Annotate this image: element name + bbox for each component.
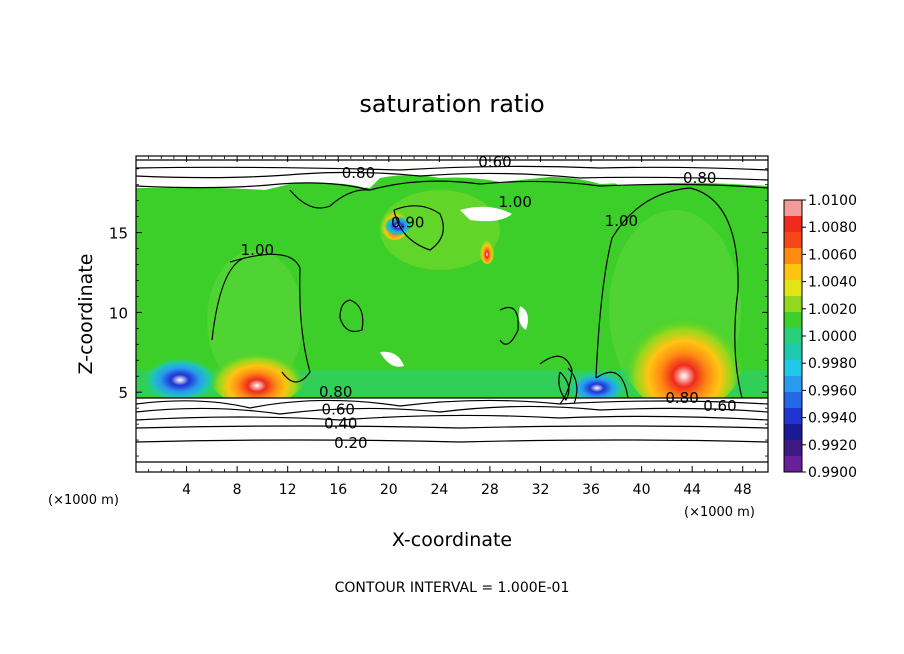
colorbar-label: 1.0080 bbox=[808, 220, 857, 236]
colorbar-label: 0.9980 bbox=[808, 356, 857, 372]
contour-label: 0.80 bbox=[665, 389, 698, 407]
y-axis-ticks: 5 10 15 bbox=[109, 168, 768, 457]
x-tick-label: 36 bbox=[582, 482, 600, 498]
contour-label: 0.80 bbox=[683, 169, 716, 187]
colorbar-swatch bbox=[784, 232, 802, 249]
colorbar-swatch bbox=[784, 328, 802, 345]
colorbar-label: 1.0060 bbox=[808, 247, 857, 263]
colorbar-label: 1.0020 bbox=[808, 302, 857, 318]
contour-label: 1.00 bbox=[605, 212, 638, 230]
x-axis-ticks: 4 8 12 16 20 24 28 32 36 40 44 48 bbox=[148, 156, 756, 498]
colorbar-swatch bbox=[784, 424, 802, 441]
colorbar-label: 1.0040 bbox=[808, 275, 857, 291]
y-axis-label: Z-coordinate bbox=[75, 254, 97, 375]
colorbar-swatch bbox=[784, 264, 802, 281]
contour-label: 1.00 bbox=[498, 193, 531, 211]
x-tick-label: 44 bbox=[683, 482, 701, 498]
contour-lines bbox=[136, 159, 768, 463]
y-tick-label: 15 bbox=[109, 225, 128, 243]
x-unit-left: (×1000 m) bbox=[48, 493, 119, 508]
colorbar-swatch bbox=[784, 376, 802, 393]
colorbar-swatch bbox=[784, 200, 802, 217]
contour-label: 0.80 bbox=[319, 383, 352, 401]
contour-label: 0.60 bbox=[478, 153, 511, 171]
colorbar-swatch bbox=[784, 456, 802, 473]
contour-label: 0.90 bbox=[391, 214, 424, 232]
x-tick-label: 32 bbox=[532, 482, 550, 498]
colorbar-swatch bbox=[784, 408, 802, 425]
x-axis-label: X-coordinate bbox=[392, 529, 512, 551]
colorbar-swatch bbox=[784, 392, 802, 409]
x-tick-label: 20 bbox=[380, 482, 398, 498]
colorbar-swatch bbox=[784, 312, 802, 329]
contour-label: 0.60 bbox=[703, 397, 736, 415]
x-tick-label: 12 bbox=[279, 482, 297, 498]
colorbar-swatch bbox=[784, 248, 802, 265]
x-tick-label: 24 bbox=[430, 482, 448, 498]
y-tick-label: 5 bbox=[118, 384, 128, 402]
x-unit-right: (×1000 m) bbox=[684, 505, 755, 520]
x-tick-label: 40 bbox=[633, 482, 651, 498]
colorbar-label: 0.9920 bbox=[808, 438, 857, 454]
heatmap-field bbox=[136, 156, 768, 472]
colorbar-label: 1.0000 bbox=[808, 329, 857, 345]
colorbar-swatch bbox=[784, 440, 802, 457]
contour-label: 0.40 bbox=[324, 415, 357, 433]
contour-label: 0.20 bbox=[334, 434, 367, 452]
colorbar-swatch bbox=[784, 216, 802, 233]
x-tick-label: 4 bbox=[182, 482, 191, 498]
colorbar-swatch bbox=[784, 344, 802, 361]
cloud-top-edge bbox=[136, 173, 768, 200]
contour-label: 0.60 bbox=[322, 400, 355, 418]
chart-title: saturation ratio bbox=[359, 90, 544, 118]
x-tick-label: 48 bbox=[734, 482, 752, 498]
contour-label: 1.00 bbox=[241, 241, 274, 259]
contour-labels: 0.600.80 0.801.000.90 1.001.000.800.600.40… bbox=[241, 153, 737, 452]
contour-interval-note: CONTOUR INTERVAL = 1.000E-01 bbox=[335, 580, 570, 596]
colorbar-swatch bbox=[784, 296, 802, 313]
colorbar-label: 0.9960 bbox=[808, 383, 857, 399]
x-tick-label: 8 bbox=[233, 482, 242, 498]
y-tick-label: 10 bbox=[109, 304, 128, 322]
colorbar-label: 1.0100 bbox=[808, 193, 857, 209]
contour-label: 0.80 bbox=[342, 164, 375, 182]
colorbar-swatch bbox=[784, 360, 802, 377]
x-tick-label: 16 bbox=[329, 482, 347, 498]
colorbar: 1.0100 1.0080 1.0060 1.0040 1.0020 1.0000 0.99… bbox=[783, 193, 857, 481]
colorbar-swatch bbox=[784, 280, 802, 297]
x-tick-label: 28 bbox=[481, 482, 499, 498]
colorbar-label: 0.9900 bbox=[808, 465, 857, 481]
colorbar-label: 0.9940 bbox=[808, 411, 857, 427]
